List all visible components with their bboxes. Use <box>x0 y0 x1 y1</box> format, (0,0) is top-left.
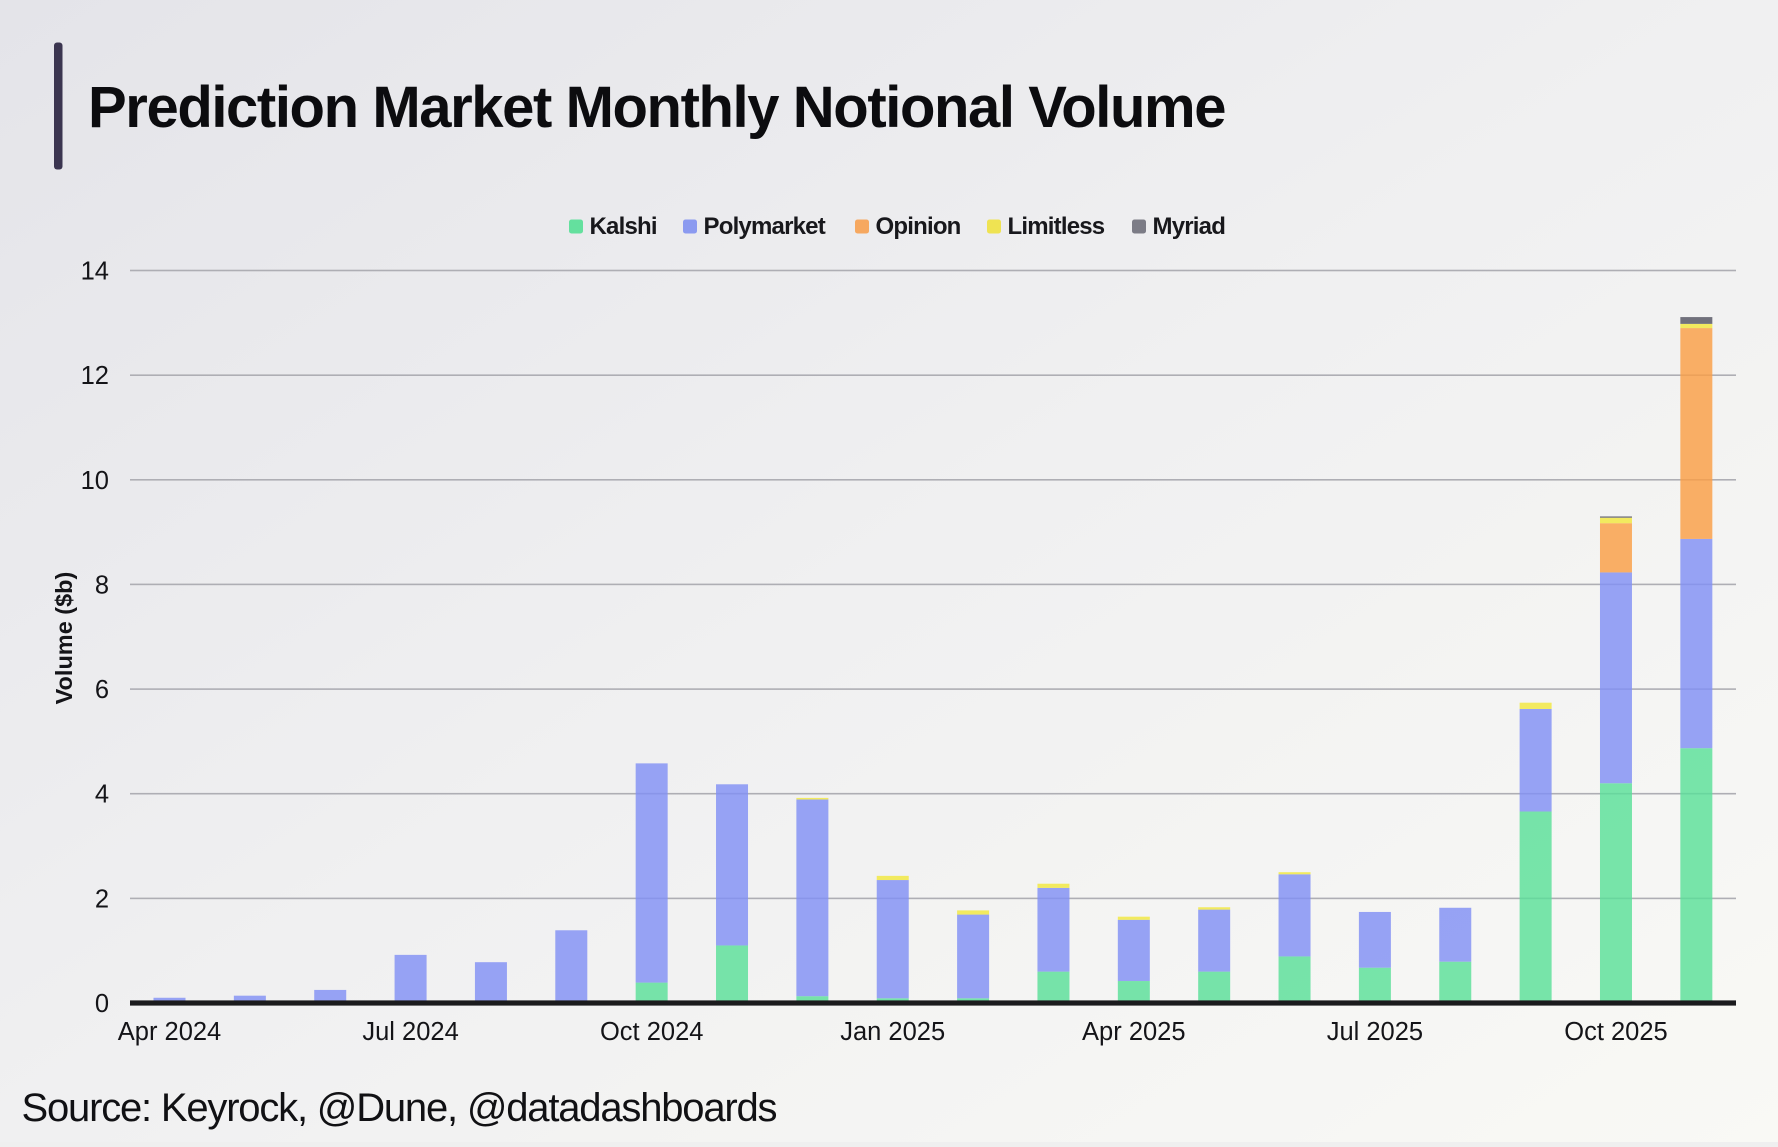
svg-text:Jul 2024: Jul 2024 <box>362 1018 458 1046</box>
svg-text:6: 6 <box>95 676 109 704</box>
svg-text:Kalshi: Kalshi <box>590 213 657 240</box>
svg-text:Oct 2025: Oct 2025 <box>1564 1018 1667 1046</box>
svg-text:Prediction Market Monthly Noti: Prediction Market Monthly Notional Volum… <box>88 75 1225 140</box>
svg-text:8: 8 <box>95 571 109 599</box>
svg-text:Source: Keyrock, @Dune, @datad: Source: Keyrock, @Dune, @datadashboards <box>22 1086 777 1130</box>
svg-text:Opinion: Opinion <box>876 213 961 240</box>
svg-text:4: 4 <box>95 781 109 809</box>
svg-text:Limitless: Limitless <box>1008 213 1105 240</box>
svg-text:Myriad: Myriad <box>1153 213 1226 240</box>
svg-text:Apr 2025: Apr 2025 <box>1082 1018 1186 1046</box>
svg-text:12: 12 <box>81 362 109 390</box>
svg-text:Jul 2025: Jul 2025 <box>1327 1018 1423 1046</box>
svg-text:10: 10 <box>81 467 109 495</box>
svg-text:Oct 2024: Oct 2024 <box>600 1018 703 1046</box>
svg-text:Volume ($b): Volume ($b) <box>51 572 77 705</box>
svg-text:2: 2 <box>95 885 109 913</box>
svg-text:Jan 2025: Jan 2025 <box>840 1018 945 1046</box>
svg-text:Apr 2024: Apr 2024 <box>118 1018 222 1046</box>
svg-text:0: 0 <box>95 990 109 1018</box>
svg-text:14: 14 <box>81 258 109 286</box>
svg-text:Polymarket: Polymarket <box>704 213 826 240</box>
